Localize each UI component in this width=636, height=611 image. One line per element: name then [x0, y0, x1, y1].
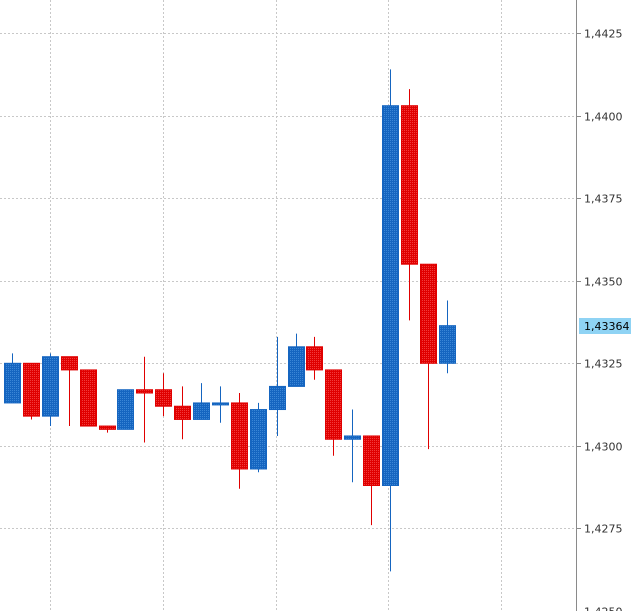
price-axis-tick-label: 1,4325	[584, 358, 623, 371]
candle-body	[155, 389, 172, 407]
candle-body	[363, 435, 380, 486]
candle-body	[117, 389, 134, 430]
current-price-tag-background	[579, 318, 631, 334]
candle-up	[288, 333, 305, 387]
candle-down	[325, 369, 342, 456]
candle-down	[23, 362, 40, 420]
candle-body	[325, 369, 342, 440]
candle-up	[4, 353, 21, 404]
candle-up	[193, 383, 210, 420]
candles-group	[4, 69, 456, 572]
candle-body	[382, 105, 399, 486]
price-axis-tick-label: 1,4300	[584, 441, 623, 454]
price-axis-tick-label: 1,4375	[584, 193, 623, 206]
candle-body	[420, 263, 437, 364]
price-axis-tick-label: 1,4350	[584, 276, 623, 289]
candle-up	[344, 409, 361, 483]
candle-body	[401, 105, 418, 265]
price-axis-tick-label: 1,4425	[584, 28, 623, 41]
candle-body	[4, 362, 21, 404]
candle-body	[344, 435, 361, 440]
candle-body	[306, 346, 323, 371]
candle-up	[42, 353, 59, 427]
candle-up	[382, 69, 399, 572]
candle-down	[80, 369, 97, 427]
candle-body	[288, 346, 305, 387]
candle-down	[420, 263, 437, 450]
current-price-label: 1,43364	[584, 320, 630, 333]
candle-down	[99, 425, 116, 433]
candle-down	[136, 356, 153, 443]
price-axis-tick-label: 1,4400	[584, 111, 623, 124]
candle-down	[155, 373, 172, 417]
candle-body	[23, 362, 40, 417]
candle-body	[80, 369, 97, 427]
candle-down	[61, 356, 78, 427]
price-axis-tick-label: 1,4275	[584, 523, 623, 536]
candle-body	[193, 402, 210, 420]
candle-body	[231, 402, 248, 470]
candle-up	[117, 389, 134, 430]
candle-body	[61, 356, 78, 371]
current-price-tag: 1,43364	[579, 318, 631, 334]
candle-down	[174, 386, 191, 440]
candle-body	[136, 389, 153, 394]
candle-down	[306, 336, 323, 380]
candle-up	[250, 402, 267, 473]
candle-body	[439, 325, 456, 364]
price-axis[interactable]: 1,4250 1,4275 1,4300 1,4325 1,4350 1,4375 1,44…	[577, 28, 623, 611]
candle-up	[212, 386, 229, 423]
candle-body	[42, 356, 59, 417]
candle-body	[174, 405, 191, 420]
candle-body	[250, 409, 267, 470]
candle-up	[269, 336, 286, 436]
price-axis-tick-label: 1,4250	[584, 606, 623, 611]
grid-lines	[0, 0, 576, 611]
candle-body	[269, 385, 286, 411]
candle-up	[439, 300, 456, 374]
candle-body	[212, 402, 229, 406]
candle-down	[231, 393, 248, 489]
candle-down	[363, 435, 380, 526]
candle-body	[99, 425, 116, 430]
candle-down	[401, 89, 418, 321]
